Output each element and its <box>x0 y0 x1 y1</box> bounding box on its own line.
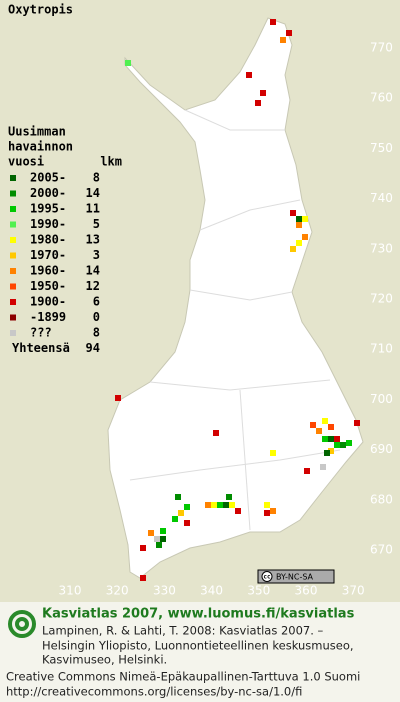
citation: Lampinen, R. & Lahti, T. 2008: Kasviatla… <box>42 624 324 638</box>
y-tick-label: 670 <box>370 543 393 557</box>
legend-total: 94 <box>86 341 100 355</box>
legend-label: 1980- <box>30 233 66 247</box>
legend-swatch <box>10 299 16 305</box>
legend-count: 8 <box>93 171 100 185</box>
legend-count: 14 <box>86 264 100 278</box>
x-tick-label: 360 <box>295 584 318 598</box>
legend-swatch <box>10 237 16 243</box>
legend-count: 3 <box>93 248 100 262</box>
license: Creative Commons Nimeä-Epäkaupallinen-Ta… <box>6 670 360 684</box>
legend-label: ??? <box>30 326 52 340</box>
legend-swatch <box>10 206 16 212</box>
x-tick-label: 370 <box>342 584 365 598</box>
legend-swatch <box>10 190 16 197</box>
cc-badge-text: BY-NC-SA <box>276 573 314 582</box>
y-tick-label: 690 <box>370 442 393 456</box>
legend-label: 2005- <box>30 171 66 185</box>
legend-label: 1900- <box>30 295 66 309</box>
footer-background <box>0 602 400 702</box>
legend-count: 5 <box>93 217 100 231</box>
license: http://creativecommons.org/licenses/by-n… <box>6 685 302 699</box>
x-tick-label: 340 <box>200 584 223 598</box>
citation: Helsingin Yliopisto, Luonnontieteellinen… <box>42 639 354 653</box>
legend-count: 13 <box>86 233 100 247</box>
legend-swatch <box>10 175 16 181</box>
y-tick-label: 750 <box>370 141 393 155</box>
observation-squares <box>115 19 360 581</box>
x-tick-label: 350 <box>247 584 270 598</box>
legend: 2005- 8 2000- 14 1995- 11 1990- 5 1980- 13 1970- 3 1… <box>10 171 100 355</box>
footer-headline: Kasviatlas 2007, www.luomus.fi/kasviatla… <box>42 607 355 622</box>
citation: Kasvimuseo, Helsinki. <box>42 653 167 667</box>
cc-badge: cc BY-NC-SA <box>257 569 335 584</box>
y-tick-label: 730 <box>370 241 393 255</box>
svg-text:cc: cc <box>263 574 271 581</box>
y-tick-label: 760 <box>370 91 393 105</box>
legend-heading: vuosi <box>8 155 44 169</box>
region-borders <box>129 109 341 531</box>
y-tick-label: 720 <box>370 292 393 306</box>
legend-label: -1899 <box>30 310 66 324</box>
legend-swatch <box>10 252 16 259</box>
legend-label: 1990- <box>30 217 66 231</box>
y-tick-label: 770 <box>370 41 393 55</box>
legend-swatch <box>10 314 16 321</box>
map-title: Oxytropis <box>8 3 73 17</box>
logo <box>8 610 36 638</box>
legend-total-label: Yhteensä <box>12 341 70 355</box>
x-tick-label: 330 <box>153 584 176 598</box>
legend-count: 0 <box>93 310 100 324</box>
legend-label: 1960- <box>30 264 66 278</box>
legend-heading: Uusimman <box>8 125 66 139</box>
legend-label: 1995- <box>30 202 66 216</box>
legend-count: 6 <box>93 295 100 309</box>
y-tick-label: 740 <box>370 191 393 205</box>
y-tick-label: 700 <box>370 392 393 406</box>
legend-swatch <box>10 330 16 336</box>
legend-heading: havainnon <box>8 140 73 154</box>
legend-count: 8 <box>93 326 100 340</box>
x-tick-label: 310 <box>59 584 82 598</box>
legend-swatch <box>10 268 16 274</box>
y-tick-label: 680 <box>370 492 393 506</box>
legend-count: 12 <box>86 279 100 293</box>
legend-label: 2000- <box>30 186 66 200</box>
legend-label: 1970- <box>30 248 66 262</box>
legend-swatch <box>10 221 16 228</box>
legend-label: 1950- <box>30 279 66 293</box>
y-tick-label: 710 <box>370 342 393 356</box>
legend-swatch <box>10 283 16 290</box>
legend-count: 14 <box>86 186 100 200</box>
x-tick-label: 320 <box>106 584 129 598</box>
legend-heading: lkm <box>100 155 122 169</box>
legend-count: 11 <box>86 202 100 216</box>
